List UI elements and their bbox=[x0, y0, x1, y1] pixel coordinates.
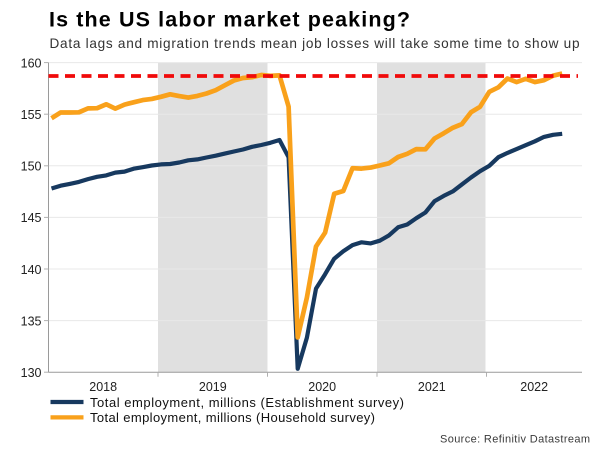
svg-text:155: 155 bbox=[21, 108, 42, 122]
svg-text:Source: Refinitiv Datastream: Source: Refinitiv Datastream bbox=[440, 434, 590, 446]
svg-text:Total employment, millions (Ho: Total employment, millions (Household su… bbox=[90, 410, 375, 425]
svg-text:2020: 2020 bbox=[308, 380, 336, 394]
svg-text:2021: 2021 bbox=[418, 380, 446, 394]
svg-text:160: 160 bbox=[21, 56, 42, 70]
svg-text:2019: 2019 bbox=[199, 380, 227, 394]
svg-text:Is the US labor market peaking: Is the US labor market peaking? bbox=[49, 8, 410, 32]
svg-text:2018: 2018 bbox=[89, 380, 117, 394]
svg-text:150: 150 bbox=[21, 160, 42, 174]
svg-text:Total employment, millions (Es: Total employment, millions (Establishmen… bbox=[90, 395, 404, 410]
svg-text:135: 135 bbox=[21, 314, 42, 328]
svg-text:2022: 2022 bbox=[520, 380, 548, 394]
svg-text:145: 145 bbox=[21, 211, 42, 225]
svg-text:Data lags and migration trends: Data lags and migration trends mean job … bbox=[50, 36, 580, 51]
svg-text:130: 130 bbox=[21, 366, 42, 380]
svg-text:140: 140 bbox=[21, 263, 42, 277]
